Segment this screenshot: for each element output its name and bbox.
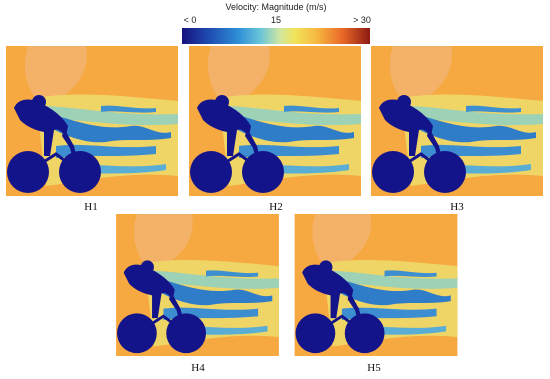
colorbar-title: Velocity: Magnitude (m/s) <box>225 2 326 12</box>
panel-image <box>370 46 544 196</box>
panel-image <box>293 214 459 356</box>
panel-image <box>114 214 281 356</box>
colorbar-tick: < 0 <box>184 15 197 25</box>
panel-label: H3 <box>450 201 464 213</box>
panel-label: H5 <box>367 362 381 374</box>
panel-label: H4 <box>191 362 205 374</box>
colorbar <box>182 28 370 44</box>
colorbar-tick: 15 <box>271 15 281 25</box>
panel-label: H1 <box>84 201 97 213</box>
panel-image <box>188 46 362 196</box>
colorbar-tick: > 30 <box>353 15 371 25</box>
panel-image <box>6 46 178 196</box>
panel-label: H2 <box>269 201 282 213</box>
